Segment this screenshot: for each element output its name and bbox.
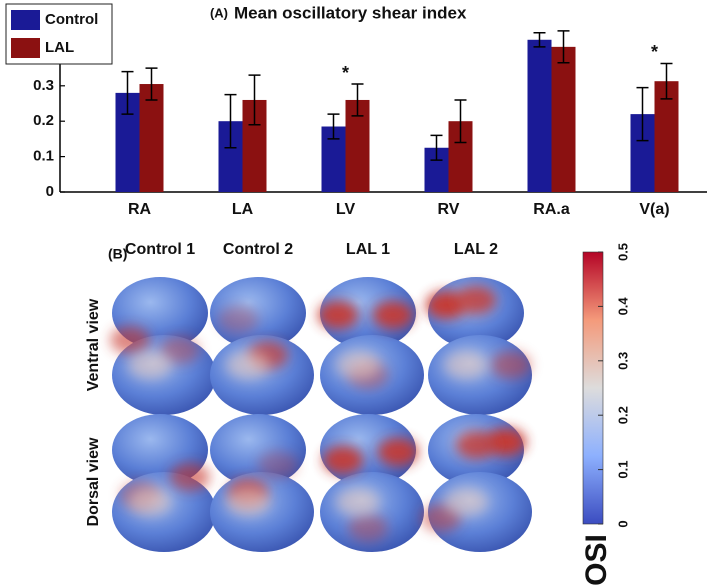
column-label: LAL 2 (454, 241, 498, 258)
heart-patch (378, 438, 418, 466)
legend-label: Control (45, 11, 98, 28)
bar (527, 39, 552, 192)
bar (654, 81, 679, 192)
heart (320, 414, 424, 552)
heart-patch (170, 463, 210, 491)
heart-patch (110, 326, 150, 354)
colorbar-tick-label: 0.5 (615, 243, 630, 261)
heart (112, 414, 216, 552)
error-bar (557, 30, 570, 64)
error-bar (430, 134, 443, 161)
row-label: Ventral view (85, 298, 102, 391)
x-tick-label: RV (438, 201, 460, 218)
heart-patch (426, 291, 466, 319)
heart-patch (456, 286, 496, 314)
y-tick-label: 0.1 (33, 148, 54, 165)
heart-patch (373, 301, 413, 329)
colorbar-tick-label: 0.3 (615, 352, 630, 370)
heart-patch (258, 451, 298, 479)
x-tick-label: RA.a (533, 201, 570, 218)
heart-patch (318, 301, 358, 329)
column-label: LAL 1 (346, 241, 390, 258)
legend: Control LAL (5, 3, 113, 65)
heart-patch (456, 431, 496, 459)
y-tick-label: 0.2 (33, 112, 54, 129)
colorbar-tick-label: 0.4 (615, 297, 630, 316)
error-bar (145, 67, 158, 101)
heart-patch (491, 351, 531, 379)
heart-patch (226, 488, 270, 516)
heart (426, 277, 532, 415)
heart-patch (226, 351, 270, 379)
heart (210, 414, 314, 552)
column-label: Control 1 (125, 241, 195, 258)
heart (318, 277, 424, 415)
heart-patch (486, 428, 526, 456)
x-tick-label: V(a) (639, 201, 669, 218)
heart (421, 414, 532, 552)
x-tick-label: LA (232, 201, 254, 218)
legend-swatch (11, 10, 40, 30)
error-bar (224, 93, 237, 149)
error-bar (351, 83, 364, 117)
colorbar (582, 251, 604, 525)
error-bar (454, 99, 467, 144)
colorbar-tick-label: 0 (615, 520, 630, 527)
chart-title: Mean oscillatory shear index (234, 3, 467, 22)
heart (210, 277, 314, 415)
panel-label: (A) (210, 5, 228, 20)
legend-swatch (11, 38, 40, 58)
error-bar (533, 31, 546, 48)
error-bar (248, 74, 261, 126)
y-tick-label: 0 (46, 183, 54, 200)
row-label: Dorsal view (85, 437, 102, 526)
heart-patch (323, 446, 363, 474)
heart-lobe (320, 277, 416, 349)
heart-patch (348, 514, 388, 542)
x-tick-label: LV (336, 201, 356, 218)
heart-patch (444, 488, 488, 516)
y-tick-label: 0.3 (33, 77, 54, 94)
error-bar (121, 70, 134, 115)
panel-label: (B) (108, 246, 127, 262)
heart-patch (128, 488, 172, 516)
heart-patch (336, 488, 380, 516)
annotation: * (342, 63, 349, 83)
colorbar-label: OSI (580, 534, 613, 586)
heart-patch (336, 351, 380, 379)
x-tick-label: RA (128, 201, 152, 218)
annotation: * (651, 42, 658, 62)
colorbar-tick-label: 0.2 (615, 406, 630, 424)
error-bar (636, 86, 649, 142)
error-bar (660, 62, 673, 100)
heart-renderings (110, 277, 532, 552)
heart-patch (444, 351, 488, 379)
heart (110, 277, 216, 415)
heart-patch (218, 306, 258, 334)
heart-patch (160, 336, 200, 364)
colorbar-tick-label: 0.1 (615, 461, 630, 479)
legend-label: LAL (45, 39, 74, 56)
heart-patch (128, 351, 172, 379)
error-bar (327, 113, 340, 140)
bar (139, 84, 164, 192)
column-label: Control 2 (223, 241, 293, 258)
bar (551, 46, 576, 192)
